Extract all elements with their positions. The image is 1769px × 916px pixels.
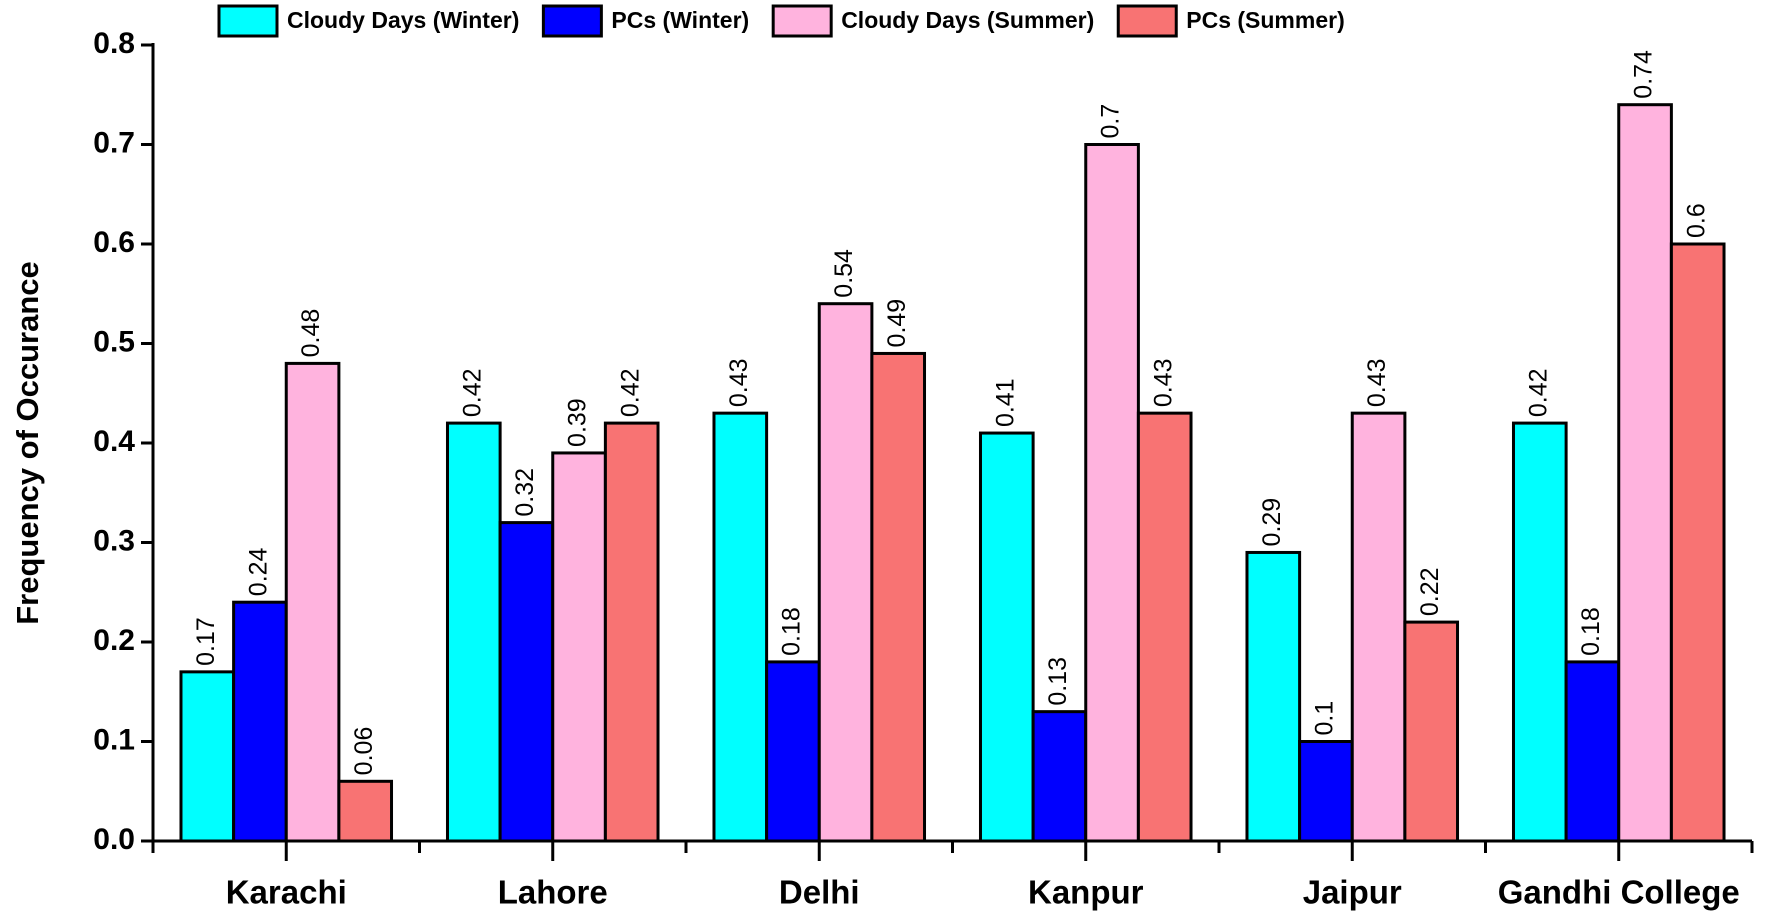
y-tick-label: 0.0 xyxy=(93,823,135,856)
bar xyxy=(1403,620,1460,843)
data-label: 0.42 xyxy=(458,368,486,417)
bar xyxy=(1084,143,1140,843)
x-tick-label: Gandhi College xyxy=(1498,874,1740,911)
data-label: 0.39 xyxy=(564,398,592,447)
data-label: 0.54 xyxy=(830,249,858,298)
data-label: 0.24 xyxy=(245,547,273,596)
data-label: 0.43 xyxy=(1363,358,1391,407)
data-label: 0.18 xyxy=(1577,607,1605,656)
data-label: 0.32 xyxy=(511,468,539,517)
legend-swatch xyxy=(771,4,833,38)
data-label: 0.17 xyxy=(192,617,220,666)
bar xyxy=(1511,421,1568,843)
y-tick-label: 0.2 xyxy=(93,624,135,657)
bar xyxy=(498,521,555,843)
bar xyxy=(1350,411,1407,843)
bar xyxy=(1031,710,1088,843)
data-label: 0.41 xyxy=(991,378,1019,427)
data-label: 0.43 xyxy=(725,358,753,407)
bar xyxy=(1136,411,1193,843)
bar xyxy=(978,431,1035,843)
data-label: 0.13 xyxy=(1044,657,1072,706)
bar xyxy=(870,351,927,843)
data-label: 0.6 xyxy=(1682,203,1710,238)
data-label: 0.42 xyxy=(1524,368,1552,417)
data-label: 0.43 xyxy=(1149,358,1177,407)
bar xyxy=(712,411,769,843)
y-tick-label: 0.5 xyxy=(93,325,135,358)
bar xyxy=(445,421,502,843)
bar xyxy=(179,670,236,843)
bar xyxy=(1669,242,1726,843)
bar xyxy=(765,660,821,843)
x-tick-label: Karachi xyxy=(226,874,347,911)
bar xyxy=(232,600,288,843)
y-tick-label: 0.3 xyxy=(93,524,135,557)
bar xyxy=(284,361,341,843)
x-tick-label: Jaipur xyxy=(1303,874,1402,911)
legend-swatch xyxy=(217,4,279,38)
data-label: 0.29 xyxy=(1258,498,1286,547)
bar xyxy=(603,421,660,843)
data-label: 0.74 xyxy=(1630,50,1658,99)
y-tick-label: 0.7 xyxy=(93,126,135,159)
y-tick-label: 0.6 xyxy=(93,226,135,259)
y-tick-label: 0.4 xyxy=(93,425,135,458)
data-label: 0.49 xyxy=(883,299,911,348)
legend-label: PCs (Winter) xyxy=(611,7,749,33)
bar xyxy=(1298,740,1354,843)
data-label: 0.1 xyxy=(1311,701,1339,736)
data-label: 0.48 xyxy=(297,309,325,358)
y-tick-label: 0.8 xyxy=(93,27,135,60)
data-label: 0.06 xyxy=(350,727,378,776)
x-tick-label: Lahore xyxy=(498,874,608,911)
data-label: 0.7 xyxy=(1097,104,1125,139)
legend-label: Cloudy Days (Winter) xyxy=(287,7,519,33)
bar xyxy=(1617,103,1673,843)
x-tick-label: Kanpur xyxy=(1028,874,1144,911)
data-label: 0.22 xyxy=(1416,567,1444,616)
bar xyxy=(817,302,874,843)
legend-label: PCs (Summer) xyxy=(1186,7,1344,33)
data-label: 0.42 xyxy=(616,368,644,417)
legend-swatch xyxy=(1116,4,1178,38)
bar xyxy=(337,779,394,843)
bar xyxy=(1564,660,1621,843)
bar xyxy=(551,451,607,843)
legend-label: Cloudy Days (Summer) xyxy=(841,7,1094,33)
legend-swatch xyxy=(541,4,603,38)
x-tick-label: Delhi xyxy=(779,874,860,911)
bar xyxy=(1245,550,1302,843)
y-axis-title: Frequency of Occurance xyxy=(10,261,45,625)
y-tick-label: 0.1 xyxy=(93,723,135,756)
data-label: 0.18 xyxy=(778,607,806,656)
